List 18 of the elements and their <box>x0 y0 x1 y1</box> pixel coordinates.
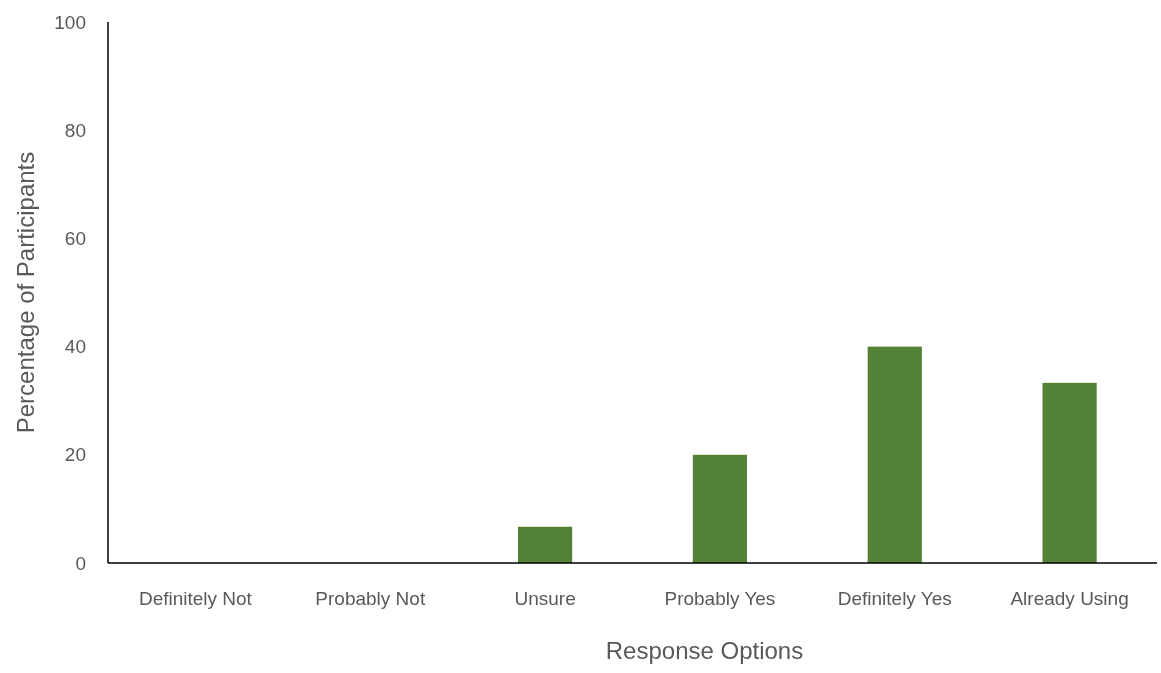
x-tick-label: Probably Not <box>315 588 426 609</box>
bar <box>867 346 922 563</box>
y-tick-label: 40 <box>64 336 86 358</box>
y-tick-label: 60 <box>64 228 86 250</box>
x-tick-label: Already Using <box>1010 588 1129 609</box>
bar <box>1042 382 1097 563</box>
y-tick-label: 80 <box>64 119 86 141</box>
bar <box>692 454 748 563</box>
x-tick-label: Unsure <box>514 588 576 609</box>
y-axis-title: Percentage of Participants <box>12 151 39 434</box>
x-tick-label: Definitely Yes <box>837 588 952 609</box>
y-tick-label: 100 <box>54 11 86 33</box>
x-tick-label: Definitely Not <box>138 588 253 609</box>
y-tick-label: 0 <box>75 552 86 574</box>
bar <box>517 526 573 563</box>
x-axis-title: Response Options <box>605 637 804 664</box>
y-tick-label: 20 <box>64 444 86 466</box>
x-tick-label: Probably Yes <box>664 588 776 609</box>
